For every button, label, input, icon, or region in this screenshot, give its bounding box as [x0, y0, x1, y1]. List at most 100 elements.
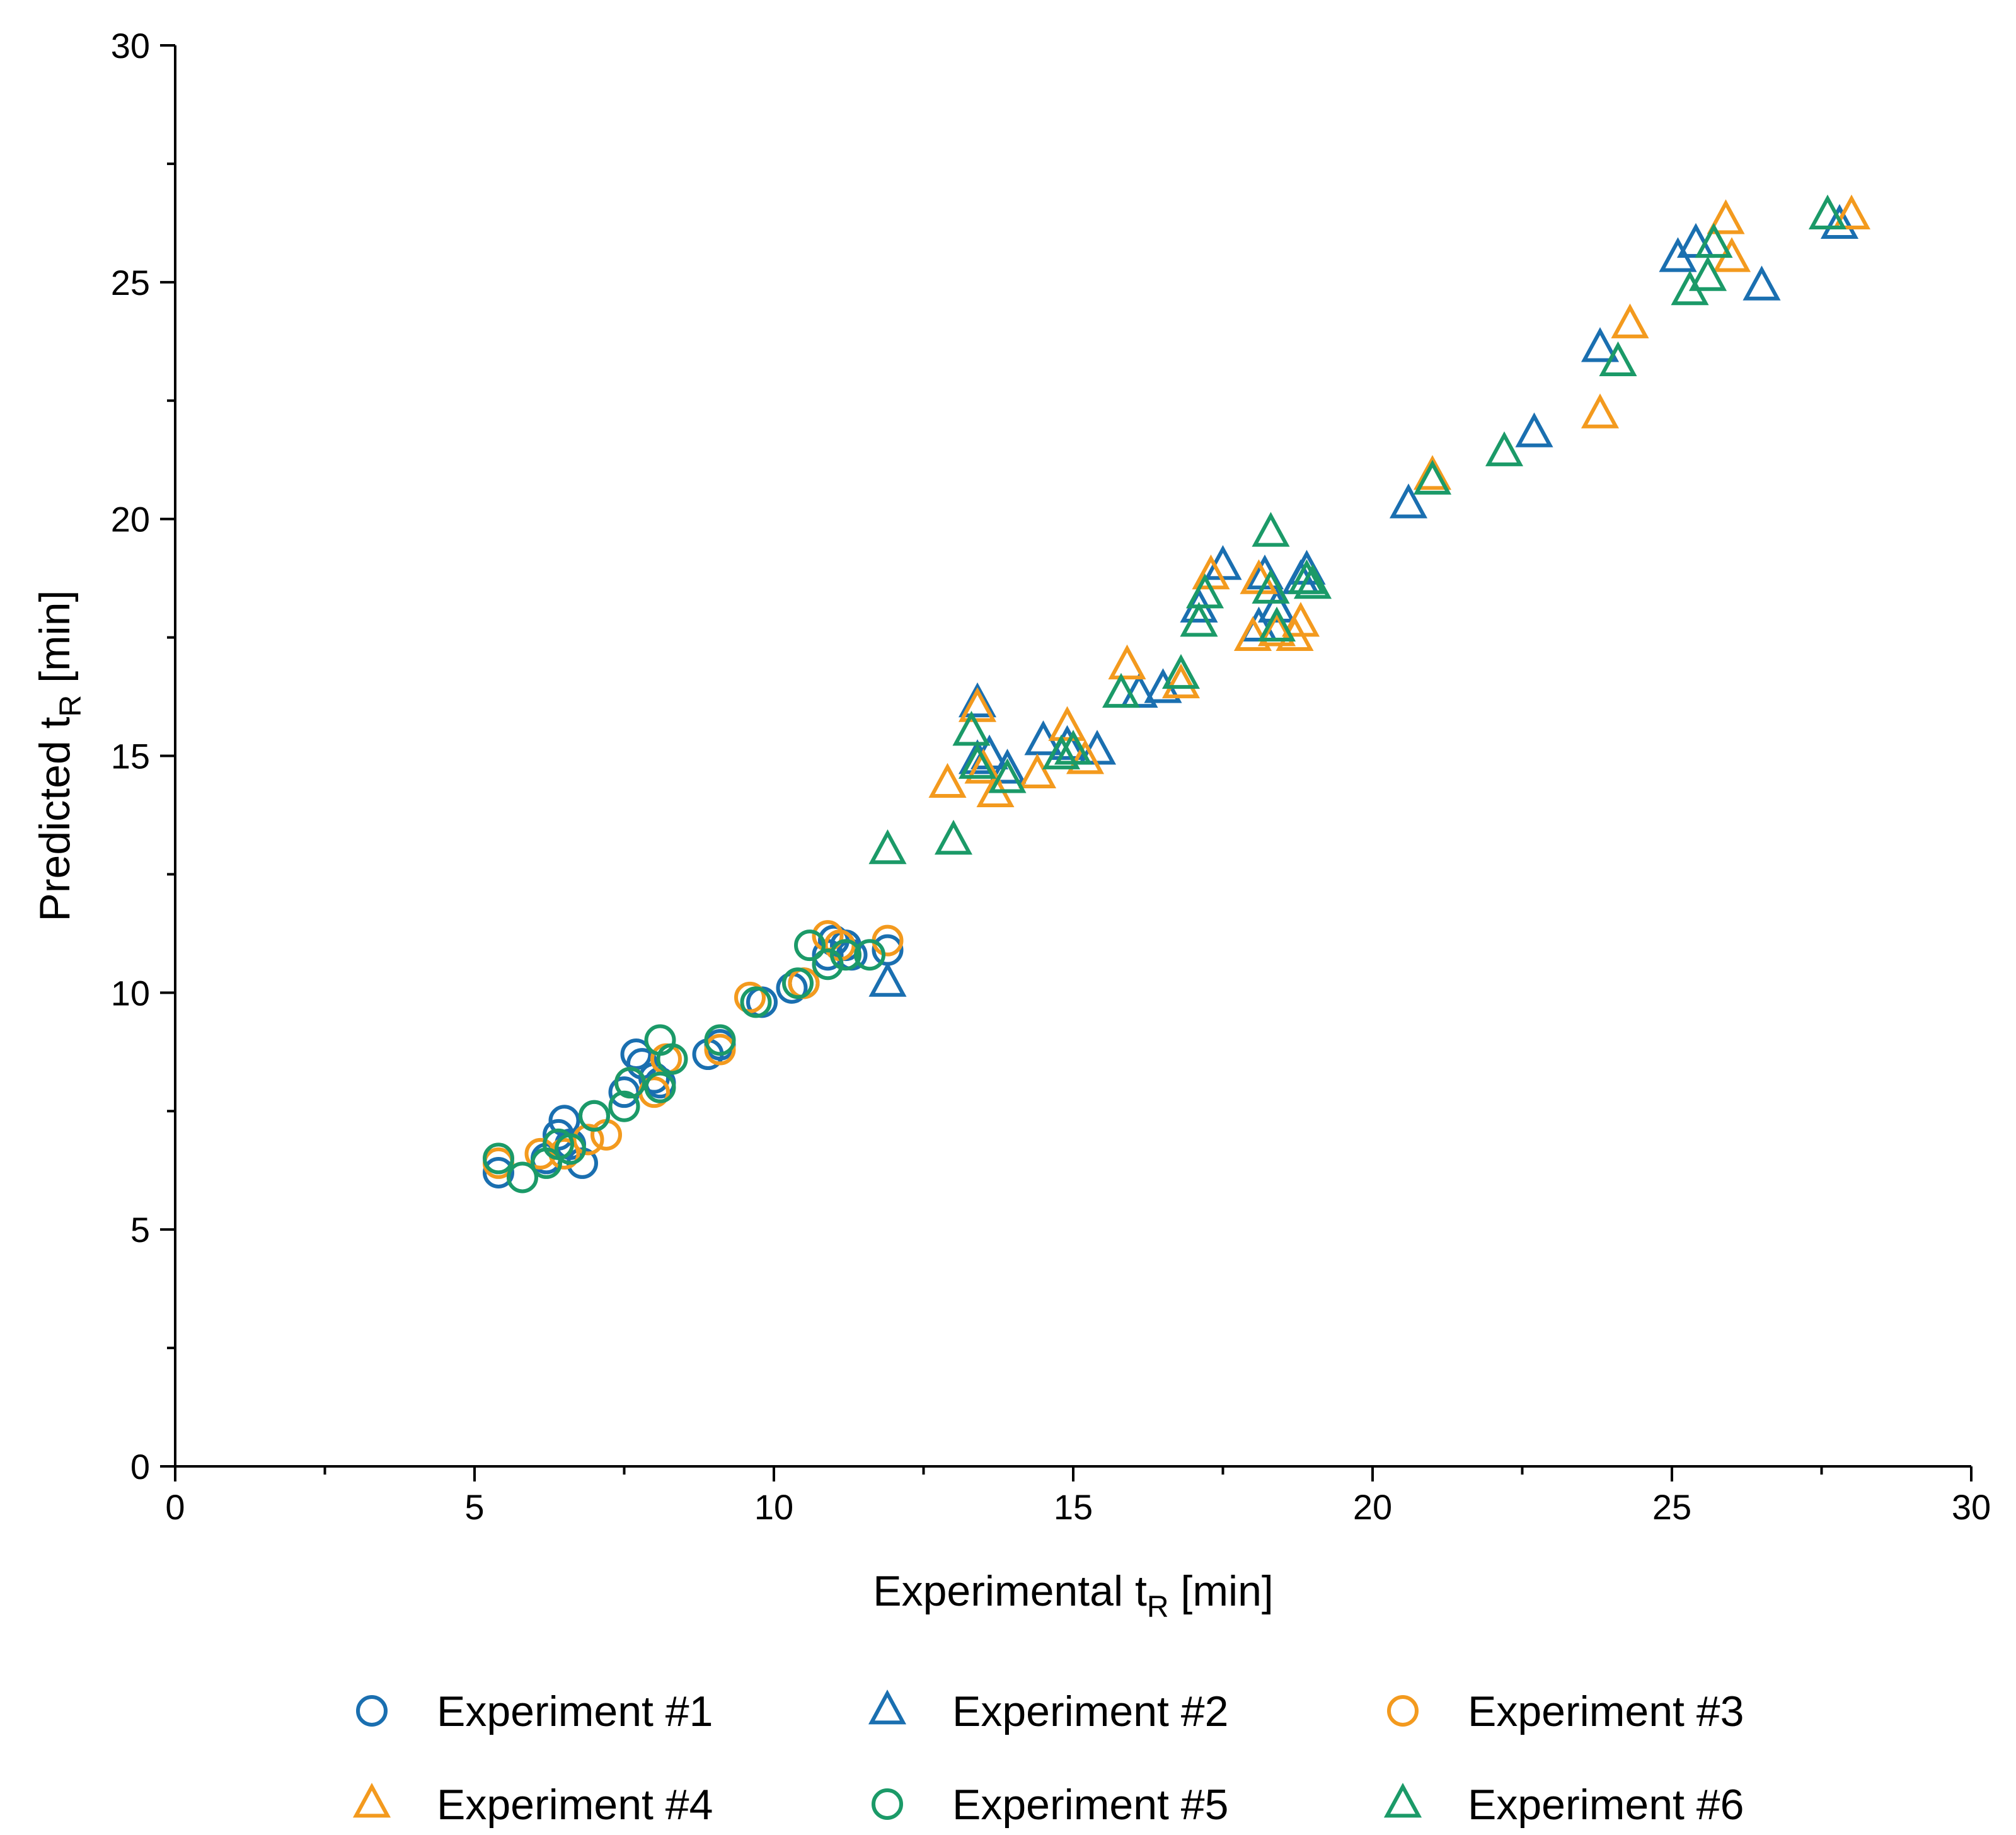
data-point [483, 1142, 514, 1175]
data-point [1389, 483, 1428, 519]
data-point [704, 1033, 736, 1066]
data-point [1257, 606, 1296, 641]
data-point [868, 962, 907, 997]
data-point [782, 967, 814, 999]
data-point [1185, 573, 1224, 609]
x-tick-label: 20 [1353, 1487, 1392, 1527]
x-axis-title: Experimental tR [min] [873, 1567, 1274, 1624]
x-tick-label: 15 [1054, 1487, 1093, 1527]
legend-label: Experiment #4 [437, 1781, 713, 1829]
data-point [868, 829, 907, 865]
legend-marker [872, 1788, 903, 1820]
data-point [614, 1067, 646, 1099]
data-point [1018, 753, 1057, 788]
x-tick-label: 5 [464, 1487, 484, 1527]
y-tick-label: 30 [111, 26, 150, 66]
data-point [704, 1024, 736, 1056]
legend: Experiment #1 Experiment #2 Experiment #3 E… [352, 1688, 1744, 1829]
y-tick-label: 5 [130, 1210, 150, 1250]
data-point [1161, 653, 1201, 689]
y-tick-label: 20 [111, 500, 150, 539]
data-point [1581, 393, 1620, 429]
y-tick-label: 0 [130, 1447, 150, 1487]
series-5 [483, 929, 885, 1194]
legend-marker [1387, 1695, 1419, 1727]
data-point [644, 1071, 676, 1103]
data-point [812, 948, 844, 981]
legend-item: Experiment #1 [356, 1688, 713, 1735]
data-point [1108, 644, 1146, 680]
data-point [1413, 455, 1452, 490]
data-point [928, 762, 967, 798]
data-point [1581, 327, 1620, 362]
legend-marker [356, 1695, 388, 1727]
data-point [483, 1156, 514, 1188]
data-point [1252, 568, 1290, 604]
data-point [579, 1100, 610, 1132]
data-point [1695, 222, 1733, 258]
data-point [1257, 611, 1296, 647]
legend-label: Experiment #6 [1468, 1781, 1744, 1829]
x-tick-label: 0 [165, 1487, 185, 1527]
data-point [1485, 431, 1524, 466]
legend-item: Experiment #3 [1387, 1688, 1744, 1735]
data-point [952, 711, 991, 746]
legend-label: Experiment #5 [952, 1781, 1228, 1829]
legend-item: Experiment #4 [352, 1781, 713, 1829]
data-point [1257, 587, 1296, 623]
legend-item: Experiment #6 [1383, 1781, 1744, 1829]
data-point [1287, 559, 1326, 594]
data-point [740, 986, 772, 1018]
data-point [1515, 412, 1553, 447]
data-point [1066, 739, 1105, 774]
x-tick-label: 30 [1952, 1487, 1991, 1527]
data-point [958, 744, 997, 779]
data-point [988, 749, 1027, 784]
data-point [1707, 199, 1745, 234]
data-point [1688, 256, 1727, 291]
data-point [1808, 194, 1847, 229]
data-point [964, 749, 1003, 784]
data-point [608, 1090, 640, 1122]
data-point [988, 758, 1027, 793]
data-point [507, 1161, 538, 1194]
legend-item: Experiment #5 [872, 1781, 1228, 1829]
y-tick-label: 10 [111, 973, 150, 1013]
series-6 [868, 194, 1847, 865]
data-point [1293, 564, 1332, 599]
data-point [1180, 602, 1218, 637]
series-2 [868, 204, 1859, 997]
legend-marker [1383, 1783, 1422, 1818]
data-point [1611, 303, 1649, 338]
data-point [1742, 265, 1781, 301]
data-point [1042, 734, 1081, 769]
data-point [1120, 672, 1158, 708]
data-point [656, 1043, 688, 1075]
legend-label: Experiment #2 [952, 1688, 1228, 1735]
data-point [934, 819, 973, 855]
data-point [1599, 341, 1637, 377]
data-point [1252, 512, 1290, 547]
data-point [1676, 222, 1715, 258]
data-point [1102, 672, 1141, 708]
data-point [734, 981, 766, 1013]
y-axis-title: Predicted tR [min] [31, 590, 88, 922]
data-point [958, 687, 997, 722]
legend-marker [868, 1689, 907, 1725]
data-point [572, 1124, 604, 1156]
x-tick-label: 25 [1652, 1487, 1691, 1527]
legend-item: Experiment #2 [868, 1688, 1228, 1735]
data-point [1233, 616, 1272, 651]
legend-label: Experiment #3 [1468, 1688, 1744, 1735]
data-point [1054, 730, 1093, 765]
data-point [1832, 194, 1871, 229]
data-point [958, 682, 997, 718]
axes: 0 5 10 15 20 25 30 0 5 10 15 20 25 30 Experimental tR … [31, 26, 1991, 1624]
legend-marker [352, 1783, 391, 1818]
data-point [854, 939, 885, 971]
data-point [1281, 602, 1320, 637]
data-point [830, 939, 861, 971]
data-point [1820, 204, 1859, 239]
data-point [555, 1133, 586, 1165]
